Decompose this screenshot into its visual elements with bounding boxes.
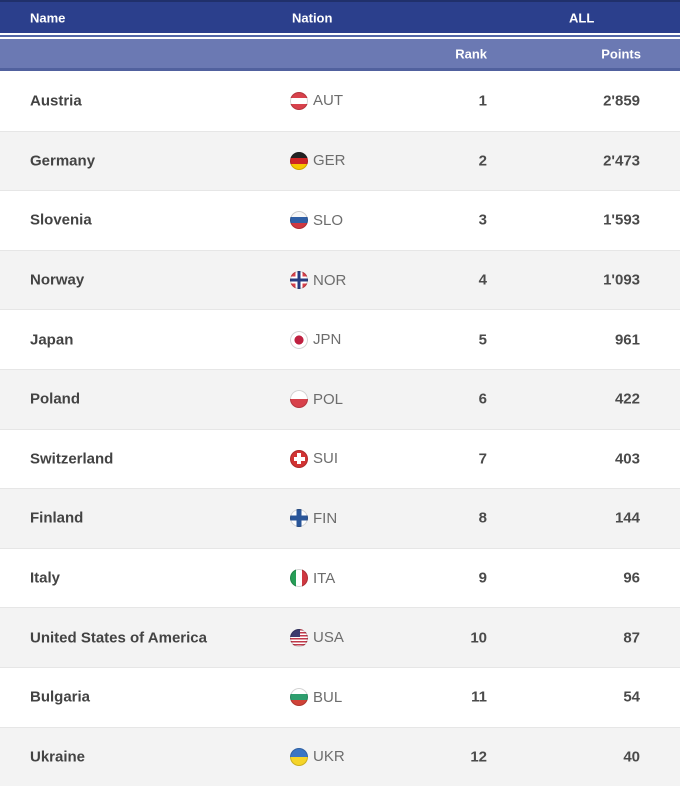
flag-slo-icon <box>290 211 308 230</box>
table-body: Austria AUT 1 2'859 Germany GER 2 2'473 … <box>0 71 680 786</box>
country-name: Norway <box>30 271 85 289</box>
nation-cell: SLO <box>290 211 344 230</box>
points-value: 1'093 <box>603 271 640 289</box>
column-header-points: Points <box>601 46 641 61</box>
country-name: Ukraine <box>30 748 86 766</box>
points-value: 2'859 <box>603 92 640 110</box>
flag-aut-icon <box>290 91 308 110</box>
country-code: JPN <box>313 331 342 349</box>
flag-nor-icon <box>290 271 308 290</box>
table-row[interactable]: Ukraine UKR 12 40 <box>0 726 680 786</box>
header-separator <box>0 33 680 39</box>
nation-cell: JPN <box>290 330 342 349</box>
country-code: GER <box>313 152 346 170</box>
table-row[interactable]: Austria AUT 1 2'859 <box>0 71 680 131</box>
flag-bul-icon <box>290 688 308 707</box>
country-code: POL <box>313 390 344 408</box>
country-code: NOR <box>313 271 347 289</box>
points-value: 1'593 <box>603 211 640 229</box>
table-row[interactable]: Italy ITA 9 96 <box>0 547 680 608</box>
flag-ger-icon <box>290 151 308 170</box>
country-name: Austria <box>30 92 82 110</box>
rank-value: 3 <box>478 211 487 229</box>
nation-cell: NOR <box>290 271 347 290</box>
points-value: 403 <box>614 450 640 468</box>
points-value: 144 <box>614 509 640 527</box>
table-header-main: Name Nation ALL <box>0 0 680 33</box>
points-value: 40 <box>623 748 640 766</box>
flag-sui-icon <box>290 449 308 468</box>
country-code: ITA <box>313 569 336 587</box>
table-subheader: Rank Points <box>0 39 680 71</box>
country-code: SUI <box>313 450 339 468</box>
nation-cell: GER <box>290 151 346 170</box>
flag-jpn-icon <box>290 330 308 349</box>
rank-value: 5 <box>478 331 487 349</box>
flag-pol-icon <box>290 390 308 409</box>
nation-cell: POL <box>290 390 344 409</box>
country-name: Switzerland <box>30 450 114 468</box>
table-row[interactable]: Switzerland SUI 7 403 <box>0 428 680 489</box>
flag-fin-icon <box>290 509 308 528</box>
nation-cell: USA <box>290 628 344 647</box>
country-code: USA <box>313 629 344 647</box>
column-header-nation: Nation <box>292 10 333 25</box>
table-row[interactable]: Germany GER 2 2'473 <box>0 130 680 191</box>
country-name: Italy <box>30 569 61 587</box>
flag-ukr-icon <box>290 747 308 766</box>
country-code: SLO <box>313 211 344 229</box>
rank-value: 7 <box>478 450 487 468</box>
column-header-all: ALL <box>569 10 595 25</box>
rank-value: 1 <box>478 92 487 110</box>
points-value: 961 <box>614 331 640 349</box>
nation-cell: SUI <box>290 449 339 468</box>
rank-value: 6 <box>478 390 487 408</box>
table-row[interactable]: Bulgaria BUL 11 54 <box>0 666 680 727</box>
nation-cell: ITA <box>290 569 336 588</box>
country-code: AUT <box>313 92 343 110</box>
country-code: UKR <box>313 748 345 766</box>
rank-value: 2 <box>478 152 487 170</box>
country-name: Slovenia <box>30 211 92 229</box>
nation-cell: UKR <box>290 747 345 766</box>
country-name: United States of America <box>30 629 207 647</box>
column-header-rank: Rank <box>455 46 487 61</box>
country-name: Bulgaria <box>30 688 91 706</box>
nation-cell: BUL <box>290 688 343 707</box>
table-row[interactable]: Norway NOR 4 1'093 <box>0 249 680 310</box>
flag-usa-icon <box>290 628 308 647</box>
nation-cell: AUT <box>290 91 343 110</box>
table-row[interactable]: Poland POL 6 422 <box>0 368 680 429</box>
column-header-name: Name <box>30 10 66 25</box>
table-row[interactable]: Japan JPN 5 961 <box>0 309 680 369</box>
rank-value: 11 <box>471 688 487 706</box>
country-name: Finland <box>30 509 84 527</box>
nation-cell: FIN <box>290 509 338 528</box>
points-value: 87 <box>623 629 640 647</box>
country-name: Poland <box>30 390 81 408</box>
table-row[interactable]: Slovenia SLO 3 1'593 <box>0 190 680 250</box>
rank-value: 10 <box>470 629 487 647</box>
table-row[interactable]: United States of America USA 10 87 <box>0 607 680 667</box>
points-value: 422 <box>614 390 640 408</box>
rank-value: 9 <box>478 569 487 587</box>
country-code: FIN <box>313 509 338 527</box>
rank-value: 8 <box>478 509 487 527</box>
points-value: 2'473 <box>603 152 640 170</box>
country-code: BUL <box>313 688 343 706</box>
country-name: Germany <box>30 152 96 170</box>
points-value: 54 <box>623 688 640 706</box>
points-value: 96 <box>623 569 640 587</box>
flag-ita-icon <box>290 569 308 588</box>
table-row[interactable]: Finland FIN 8 144 <box>0 488 680 548</box>
country-name: Japan <box>30 331 74 349</box>
rank-value: 4 <box>478 271 487 289</box>
rank-value: 12 <box>470 748 487 766</box>
